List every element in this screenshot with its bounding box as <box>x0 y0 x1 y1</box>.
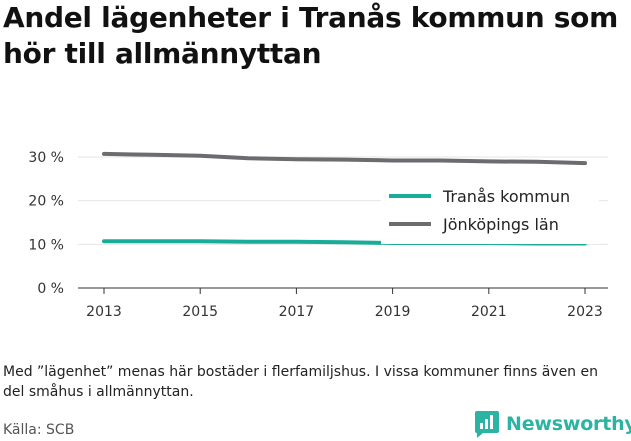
bar-chart-speech-bubble-icon <box>475 411 499 438</box>
y-tick-label: 0 % <box>37 281 64 297</box>
x-tick-label: 2013 <box>86 304 122 320</box>
x-tick-label: 2015 <box>182 304 218 320</box>
y-tick-label: 20 % <box>28 194 64 210</box>
legend-label: Tranås kommun <box>442 187 570 206</box>
footnote: Med ”lägenhet” menas här bostäder i fler… <box>3 364 598 400</box>
y-tick-label: 30 % <box>28 150 64 166</box>
y-axis-tick-labels: 0 % 10 % 20 % 30 % <box>28 150 64 297</box>
y-tick-label: 10 % <box>28 237 64 253</box>
legend-label: Jönköpings län <box>442 215 559 234</box>
source-label: Källa: SCB <box>3 422 75 438</box>
brand-name: Newsworthy <box>506 413 631 435</box>
chart-title: Andel lägenheter i Tranås kommun som hör… <box>3 1 618 70</box>
x-axis: 2013 2015 2017 2019 2021 2023 <box>78 287 608 320</box>
line-chart: 0 % 10 % 20 % 30 % 2013 2015 2017 2019 2021 2023… <box>28 150 608 320</box>
series-line-jönköpings-län <box>102 151 587 166</box>
x-tick-label: 2019 <box>375 304 411 320</box>
legend: Tranås kommun Jönköpings län <box>381 180 599 244</box>
x-tick-label: 2023 <box>567 304 603 320</box>
newsworthy-logo[interactable]: Newsworthy <box>474 407 631 441</box>
x-tick-label: 2021 <box>471 304 507 320</box>
legend-background <box>381 180 599 244</box>
x-tick-label: 2017 <box>279 304 315 320</box>
